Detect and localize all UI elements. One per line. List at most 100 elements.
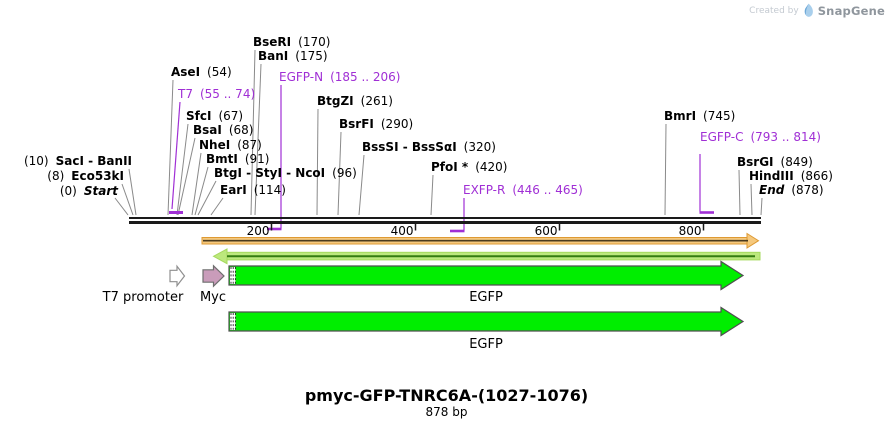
- enzyme-position: (87): [237, 138, 262, 152]
- sequence-line-bottom[interactable]: [129, 221, 761, 224]
- feature-arrow-egfp-1[interactable]: [228, 260, 745, 291]
- strand-bottom-arrowhead: [212, 248, 228, 265]
- enzyme-label-btgi-styi-ncoi[interactable]: BtgI - StyI - NcoI (96): [214, 167, 357, 180]
- primer-name: EXFP-R: [463, 183, 506, 197]
- primer-marks: [169, 85, 714, 233]
- enzyme-name: BsrGI: [737, 155, 774, 169]
- feature-arrow-myc[interactable]: [202, 264, 225, 288]
- enzyme-name: BtgI - StyI - NcoI: [214, 166, 326, 180]
- enzyme-position: (8): [47, 169, 65, 183]
- enzyme-name: BsrFI: [339, 117, 374, 131]
- primer-name: T7: [178, 87, 193, 101]
- primer-range: (446 .. 465): [512, 183, 583, 197]
- enzyme-position: (68): [228, 123, 254, 137]
- primer-label-egfp-n[interactable]: EGFP-N (185 .. 206): [279, 71, 401, 84]
- enzyme-label-eco53ki[interactable]: (8) Eco53kI: [47, 170, 124, 183]
- enzyme-name: HindIII: [749, 169, 794, 183]
- enzyme-position: (91): [244, 152, 270, 166]
- primer-label-egfp-c[interactable]: EGFP-C (793 .. 814): [700, 131, 821, 144]
- enzyme-label-bseri[interactable]: BseRI (170): [253, 36, 330, 49]
- enzyme-position: (54): [207, 65, 232, 79]
- callout-line: [430, 174, 434, 216]
- enzyme-label-hindiii[interactable]: HindIII (866): [749, 170, 833, 183]
- enzyme-position: (849): [780, 155, 813, 169]
- feature-label-egfp-2[interactable]: EGFP: [469, 290, 503, 305]
- enzyme-name: Eco53kI: [71, 169, 124, 183]
- callout-line: [250, 49, 256, 216]
- ruler-number-200: 200: [246, 224, 270, 238]
- enzyme-position: (420): [475, 160, 508, 174]
- callout-line: [358, 154, 365, 216]
- enzyme-name: BssSI - BssSαI: [362, 140, 457, 154]
- callout-line: [664, 123, 667, 216]
- ruler-number-400: 400: [390, 224, 414, 238]
- enzyme-name: BsaI: [193, 123, 222, 137]
- enzyme-label-nhei[interactable]: NheI (87): [199, 139, 262, 152]
- feature-label-myc-1[interactable]: Myc: [199, 290, 227, 305]
- snapgene-credit: Created by SnapGene: [749, 3, 885, 18]
- enzyme-position: (745): [703, 109, 736, 123]
- enzyme-label-bsssi-bsss-i[interactable]: BssSI - BssSαI (320): [362, 141, 496, 154]
- primer-name: EGFP-C: [700, 130, 744, 144]
- enzyme-name: SfcI: [186, 109, 212, 123]
- callout-line: [760, 197, 763, 216]
- feature-arrow-egfp-2[interactable]: [228, 306, 745, 337]
- ruler-number-800: 800: [678, 224, 702, 238]
- callout-line: [750, 183, 753, 216]
- enzyme-label-bsrgi[interactable]: BsrGI (849): [737, 156, 813, 169]
- enzyme-position: (261): [360, 94, 393, 108]
- primer-label-t7[interactable]: T7 (55 .. 74): [178, 88, 255, 101]
- enzyme-position: (67): [218, 109, 244, 123]
- enzyme-label-bsrfi[interactable]: BsrFI (290): [339, 118, 413, 131]
- enzyme-position: (878): [791, 183, 824, 197]
- enzyme-name: End: [759, 183, 785, 197]
- enzyme-position: (175): [295, 49, 328, 63]
- enzyme-name: PfoI *: [431, 160, 469, 174]
- primer-callout-t7: [171, 101, 181, 210]
- sequence-line-top[interactable]: [129, 217, 761, 219]
- feature-arrow-t7-promoter[interactable]: [169, 264, 186, 288]
- enzyme-position: (866): [800, 169, 833, 183]
- primer-name: EGFP-N: [279, 70, 324, 84]
- snapgene-logo-icon: [804, 3, 813, 17]
- enzyme-label-bsai[interactable]: BsaI (68): [193, 124, 254, 137]
- enzyme-label-bmti[interactable]: BmtI (91): [206, 153, 270, 166]
- enzyme-label-btgzi[interactable]: BtgZI (261): [317, 95, 393, 108]
- enzyme-name: NheI: [199, 138, 231, 152]
- enzyme-position: (290): [380, 117, 414, 131]
- enzyme-label-pfoi[interactable]: PfoI * (420): [431, 161, 507, 174]
- callout-line: [210, 197, 224, 216]
- enzyme-name: BanI: [258, 49, 289, 63]
- enzyme-label-bmri[interactable]: BmrI (745): [664, 110, 735, 123]
- primer-range: (55 .. 74): [199, 87, 256, 101]
- callout-line: [114, 197, 129, 216]
- enzyme-position: (114): [253, 183, 286, 197]
- callout-line: [194, 166, 209, 216]
- enzyme-label-end[interactable]: End (878): [759, 184, 824, 197]
- callout-line: [176, 123, 189, 216]
- credit-brand: SnapGene: [817, 3, 885, 18]
- enzyme-label-asei[interactable]: AseI (54): [171, 66, 232, 79]
- enzyme-name: Start: [83, 184, 118, 198]
- feature-label-t7-promoter-0[interactable]: T7 promoter: [102, 290, 184, 305]
- credit-prefix: Created by: [749, 5, 799, 16]
- callout-line: [128, 168, 137, 216]
- strand-arrow-top[interactable]: [201, 232, 760, 249]
- enzyme-label-sfci[interactable]: SfcI (67): [186, 110, 243, 123]
- enzyme-name: EarI: [220, 183, 247, 197]
- primer-label-exfp-r[interactable]: EXFP-R (446 .. 465): [463, 184, 583, 197]
- feature-label-egfp-3[interactable]: EGFP: [469, 337, 503, 352]
- callout-line: [167, 79, 174, 216]
- enzyme-label-eari[interactable]: EarI (114): [220, 184, 286, 197]
- primer-range: (185 .. 206): [330, 70, 401, 84]
- enzyme-label-saci-banii[interactable]: (10) SacI - BanII: [24, 155, 132, 168]
- enzyme-position: (10): [23, 154, 49, 168]
- callout-lines: [114, 49, 763, 216]
- enzyme-label-bani[interactable]: BanI (175): [258, 50, 328, 63]
- construct-length: 878 bp: [425, 405, 468, 419]
- enzyme-label-start[interactable]: (0) Start: [60, 185, 118, 198]
- callout-line: [254, 63, 262, 216]
- callout-line: [337, 131, 342, 216]
- strand-arrow-bottom[interactable]: [212, 248, 761, 265]
